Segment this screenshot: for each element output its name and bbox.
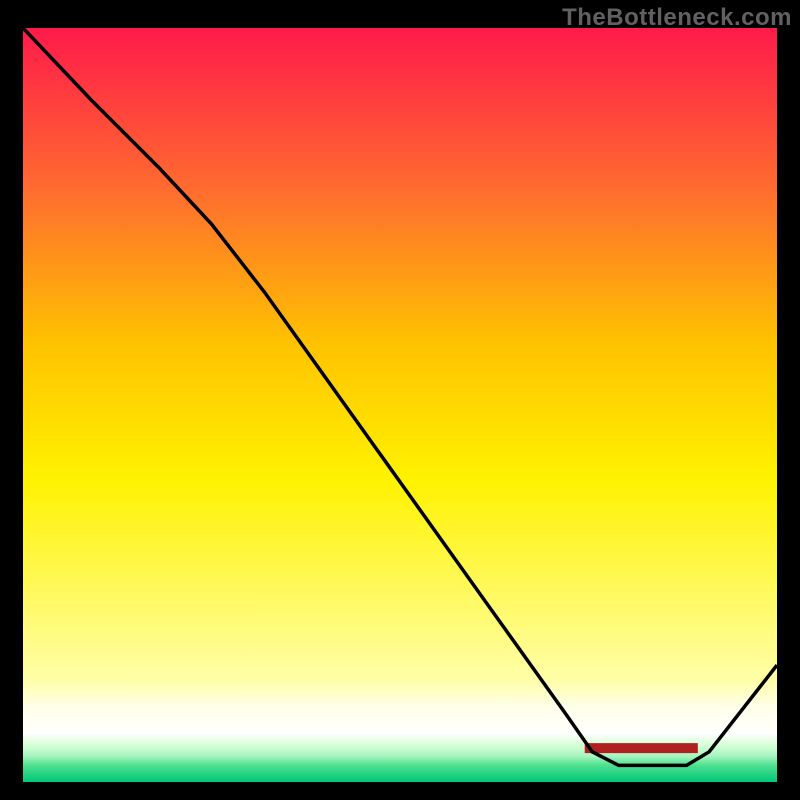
plot-area — [23, 28, 777, 782]
bottleneck-curve — [23, 28, 777, 765]
curve-svg — [23, 28, 777, 782]
chart-frame: TheBottleneck.com — [0, 0, 800, 800]
